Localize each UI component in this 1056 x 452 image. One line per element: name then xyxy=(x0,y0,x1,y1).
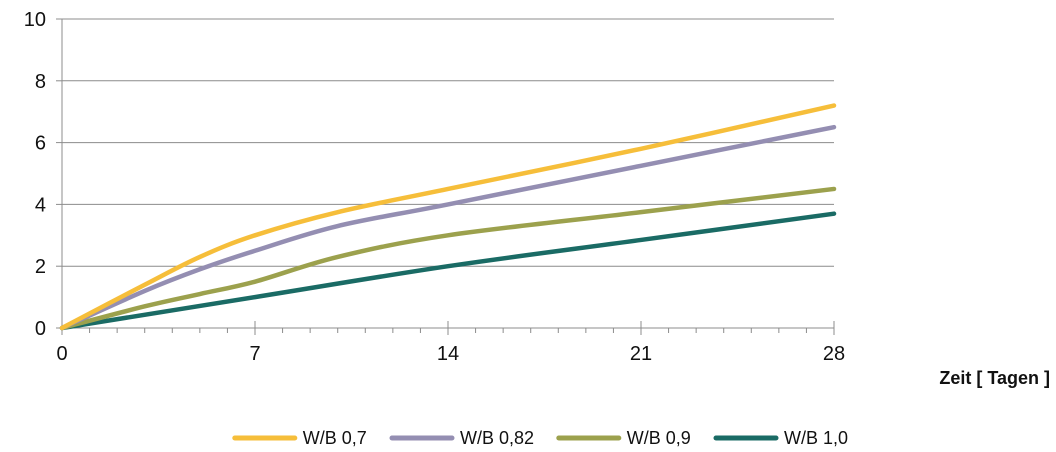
y-tick-label-6: 6 xyxy=(35,133,46,155)
x-tick-label-14: 14 xyxy=(437,343,459,365)
y-tick-label-0: 0 xyxy=(35,318,46,340)
legend-label-2: W/B 0,82 xyxy=(460,428,534,448)
legend-item-3: W/B 0,9 xyxy=(556,428,691,448)
y-tick-label-10: 10 xyxy=(24,9,46,31)
legend: W/B 0,7 W/B 0,82 W/B 0,9 W/B 1,0 xyxy=(232,428,848,448)
x-tick-label-28: 28 xyxy=(823,343,845,365)
y-tick-label-2: 2 xyxy=(35,256,46,278)
series-lines xyxy=(59,103,837,331)
axes xyxy=(56,18,835,335)
x-axis-title: Zeit [ Tagen ] xyxy=(939,368,1050,388)
tick-labels: 0 2 4 6 8 10 0 7 14 21 28 xyxy=(24,9,845,365)
y-tick-label-8: 8 xyxy=(35,71,46,93)
legend-label-1: W/B 0,7 xyxy=(303,428,367,448)
series-line-3 xyxy=(59,186,837,331)
legend-item-4: W/B 1,0 xyxy=(713,428,848,448)
series-line-1 xyxy=(59,103,837,331)
y-tick-label-4: 4 xyxy=(35,194,46,216)
x-tick-label-7: 7 xyxy=(249,343,260,365)
x-tick-label-21: 21 xyxy=(630,343,652,365)
x-tick-label-0: 0 xyxy=(56,343,67,365)
legend-item-2: W/B 0,82 xyxy=(389,428,534,448)
series-line-2 xyxy=(59,124,837,331)
legend-item-1: W/B 0,7 xyxy=(232,428,367,448)
legend-label-3: W/B 0,9 xyxy=(627,428,691,448)
legend-label-4: W/B 1,0 xyxy=(784,428,848,448)
series-line-4 xyxy=(59,211,837,331)
